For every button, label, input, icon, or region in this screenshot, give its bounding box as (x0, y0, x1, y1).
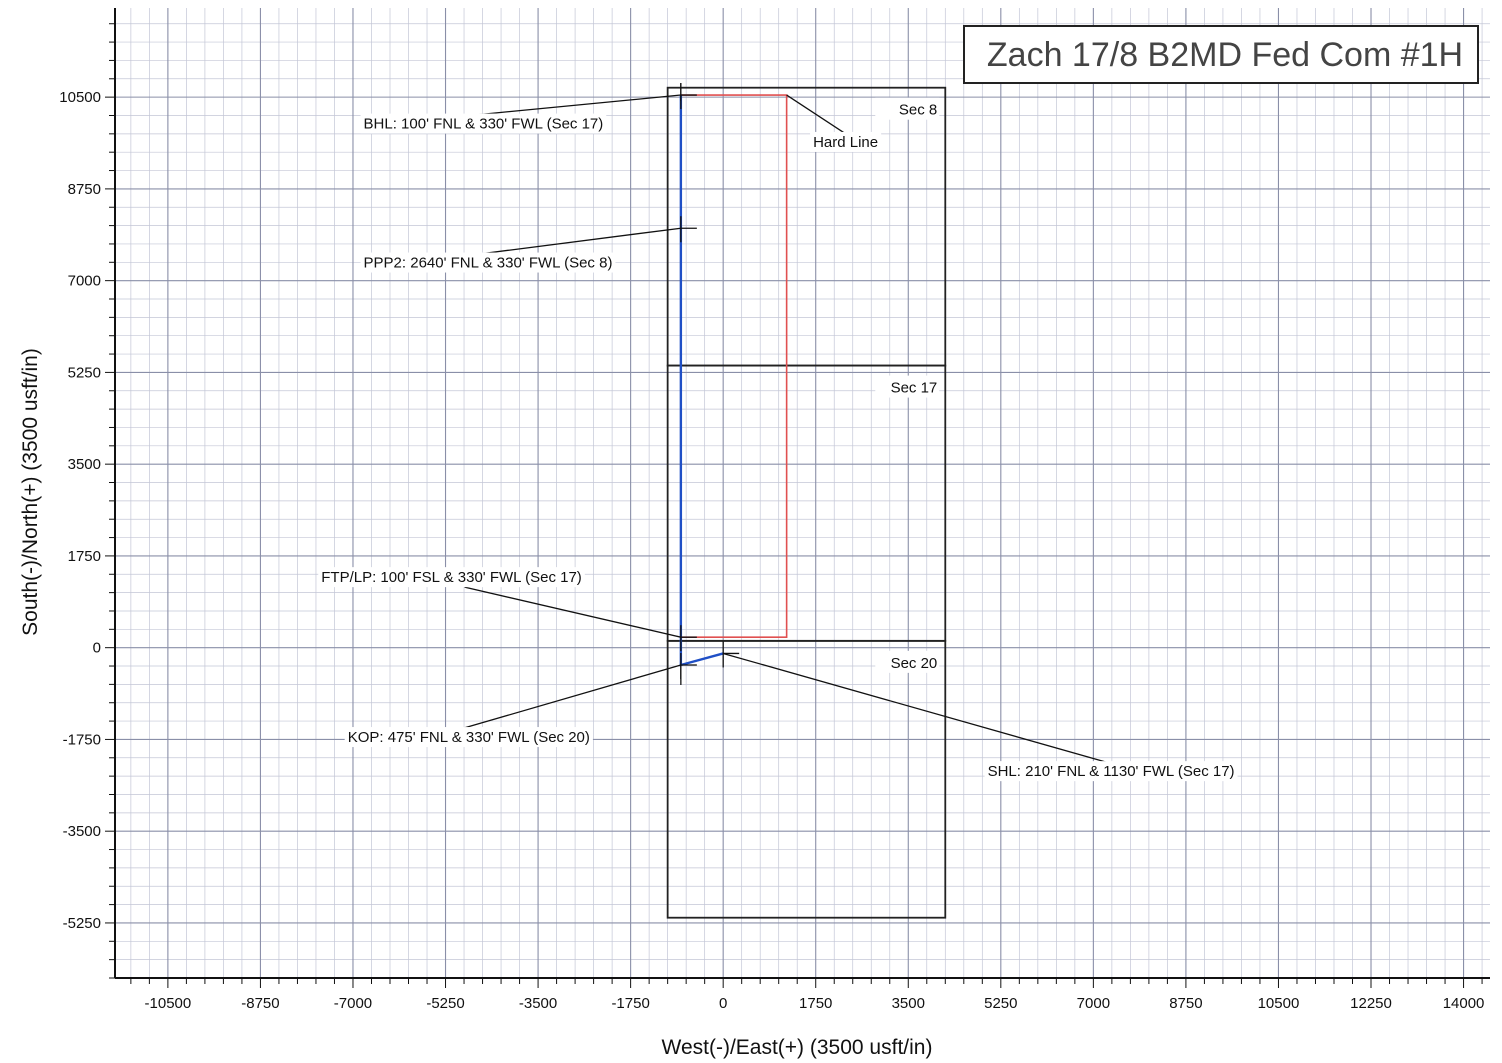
y-tick-label: 3500 (68, 456, 101, 473)
annotation-leader-line (463, 664, 682, 729)
x-tick-label: -10500 (145, 995, 192, 1012)
annotation-label: BHL: 100' FNL & 330' FWL (Sec 17) (364, 116, 604, 133)
section-label: Sec 17 (891, 380, 938, 397)
y-tick-label: 5250 (68, 364, 101, 381)
y-tick-label: 10500 (59, 89, 101, 106)
section-label-bg (875, 375, 940, 398)
annotation-leader-line (482, 227, 681, 255)
y-tick-label: 7000 (68, 273, 101, 290)
section-boxes: Sec 8 Sec 17 Sec 20 (666, 86, 947, 919)
annotation-label-bg (344, 727, 593, 748)
y-tick-label: 0 (93, 640, 101, 657)
annotation-leader-line (478, 94, 681, 116)
annotation-label: FTP/LP: 100' FSL & 330' FWL (Sec 17) (321, 569, 582, 586)
x-tick-label: 7000 (1077, 995, 1110, 1012)
well-path (679, 95, 724, 667)
annotation-label-bg (984, 761, 1238, 782)
section-box (666, 364, 947, 642)
annotation-leader-line (464, 586, 682, 638)
annotation-label: SHL: 210' FNL & 1130' FWL (Sec 17) (988, 763, 1235, 780)
y-tick-label: -1750 (63, 731, 101, 748)
x-tick-label: -3500 (519, 995, 557, 1012)
axes (105, 8, 1490, 988)
x-tick-label: 10500 (1258, 995, 1300, 1012)
annotations: BHL: 100' FNL & 330' FWL (Sec 17) Hard Li… (318, 94, 1238, 782)
section-label-bg (875, 650, 940, 673)
x-tick-label: 0 (719, 995, 727, 1012)
survey-point-markers (680, 83, 740, 685)
x-tick-label: -8750 (241, 995, 279, 1012)
annotation-leader-line (786, 94, 845, 134)
y-tick-label: -3500 (63, 823, 101, 840)
x-tick-label: -5250 (426, 995, 464, 1012)
y-tick-label: 1750 (68, 548, 101, 565)
y-axis-label: South(-)/North(+) (3500 usft/in) (19, 348, 42, 636)
x-axis-label: West(-)/East(+) (3500 usft/in) (662, 1036, 933, 1059)
annotation-leader-line (722, 652, 1107, 763)
x-tick-label: -7000 (334, 995, 372, 1012)
annotation-label-bg (318, 567, 585, 588)
section-box (666, 86, 947, 367)
annotation-label: Hard Line (813, 134, 878, 151)
major-grid (115, 8, 1490, 978)
chart-title: Zach 17/8 B2MD Fed Com #1H (987, 36, 1463, 74)
annotation-label-bg (810, 131, 882, 152)
y-tick-label: 8750 (68, 181, 101, 198)
y-tick-label: -5250 (63, 915, 101, 932)
x-tick-label: 8750 (1169, 995, 1202, 1012)
minor-grid (115, 8, 1490, 979)
section-label: Sec 8 (899, 102, 937, 119)
annotation-label-bg (360, 252, 616, 273)
section-label: Sec 20 (891, 655, 938, 672)
well-path-line (679, 95, 724, 667)
x-tick-label: 12250 (1350, 995, 1392, 1012)
section-box (666, 639, 947, 919)
x-tick-label: 1750 (799, 995, 832, 1012)
section-label-bg (875, 97, 940, 120)
x-tick-label: 5250 (984, 995, 1017, 1012)
x-tick-label: -1750 (611, 995, 649, 1012)
tick-labels: -10500 -8750 -7000 -5250 -3500 -1750 0 1750 3500… (59, 89, 1484, 1012)
annotation-label: PPP2: 2640' FNL & 330' FWL (Sec 8) (364, 255, 613, 272)
x-tick-label: 14000 (1443, 995, 1485, 1012)
x-tick-label: 3500 (892, 995, 925, 1012)
annotation-label-bg (360, 113, 607, 134)
annotation-label: KOP: 475' FNL & 330' FWL (Sec 20) (348, 729, 590, 746)
title-box: Zach 17/8 B2MD Fed Com #1H (963, 25, 1479, 84)
